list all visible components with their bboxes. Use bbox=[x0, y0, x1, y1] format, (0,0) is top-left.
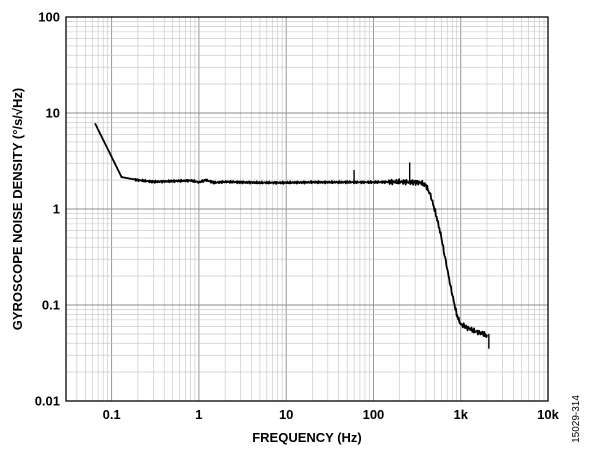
data-point bbox=[171, 180, 174, 183]
data-point bbox=[285, 181, 288, 184]
x-tick-label: 1 bbox=[195, 407, 202, 422]
data-point bbox=[453, 304, 456, 306]
x-tick-label: 0.1 bbox=[103, 407, 121, 422]
series-layer bbox=[94, 122, 490, 349]
data-point bbox=[224, 180, 227, 183]
y-tick-label: 0.1 bbox=[42, 298, 60, 313]
data-point bbox=[259, 181, 261, 184]
data-point bbox=[204, 179, 207, 182]
data-point bbox=[457, 318, 460, 321]
data-point bbox=[437, 221, 439, 224]
data-point bbox=[429, 194, 432, 196]
data-point bbox=[198, 181, 200, 184]
data-point bbox=[448, 281, 451, 284]
x-tick-label: 10 bbox=[279, 407, 293, 422]
data-point bbox=[213, 181, 216, 184]
x-tick-label: 100 bbox=[363, 407, 385, 422]
y-tick-label: 0.01 bbox=[35, 394, 60, 409]
data-point bbox=[477, 331, 480, 334]
data-point bbox=[443, 253, 446, 255]
data-point bbox=[120, 176, 123, 178]
data-point bbox=[420, 181, 422, 184]
data-point bbox=[94, 122, 97, 125]
x-tick-label: 10k bbox=[537, 407, 559, 422]
y-tick-labels: 0.01 0.1 1 10 100 bbox=[35, 10, 60, 409]
y-tick-label: 10 bbox=[46, 106, 60, 121]
y-axis-title: GYROSCOPE NOISE DENSITY (°/s/√Hz) bbox=[10, 88, 25, 331]
grid bbox=[65, 17, 548, 402]
y-tick-label: 1 bbox=[53, 202, 60, 217]
x-axis-title: FREQUENCY (Hz) bbox=[252, 430, 362, 445]
data-point bbox=[446, 267, 449, 270]
data-point bbox=[152, 180, 155, 183]
data-point bbox=[239, 181, 242, 184]
data-point bbox=[472, 329, 475, 332]
data-point bbox=[433, 208, 436, 210]
figure-id: 15029-314 bbox=[571, 395, 582, 443]
data-point bbox=[440, 236, 443, 239]
data-point bbox=[482, 332, 484, 335]
data-point bbox=[486, 334, 488, 337]
data-point bbox=[346, 181, 349, 184]
data-point bbox=[414, 181, 416, 184]
plot-frame bbox=[65, 16, 549, 402]
y-tick-label: 100 bbox=[38, 10, 60, 25]
data-point bbox=[311, 181, 314, 184]
data-point bbox=[466, 326, 469, 329]
data-point bbox=[451, 293, 454, 295]
data-point bbox=[189, 179, 192, 182]
data-point bbox=[372, 181, 375, 184]
data-point bbox=[463, 325, 466, 328]
x-tick-label: 1k bbox=[453, 407, 468, 422]
data-point bbox=[455, 313, 458, 316]
data-point bbox=[459, 323, 462, 326]
data-point bbox=[425, 184, 427, 187]
data-point bbox=[137, 179, 139, 182]
data-point bbox=[398, 180, 401, 183]
x-tick-labels: 0.1 1 10 100 1k 10k bbox=[103, 407, 560, 422]
series-line bbox=[94, 123, 488, 338]
